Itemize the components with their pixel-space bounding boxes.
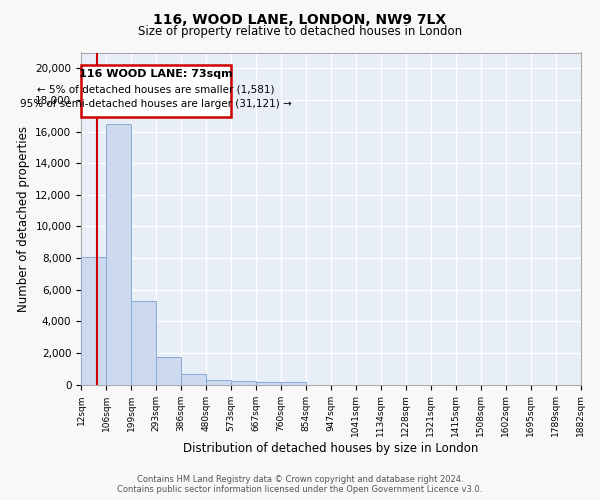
Bar — [256, 382, 281, 384]
X-axis label: Distribution of detached houses by size in London: Distribution of detached houses by size … — [183, 442, 479, 455]
Bar — [81, 256, 106, 384]
Text: ← 5% of detached houses are smaller (1,581): ← 5% of detached houses are smaller (1,5… — [37, 85, 275, 95]
FancyBboxPatch shape — [81, 65, 231, 118]
Bar — [281, 382, 306, 384]
Text: 95% of semi-detached houses are larger (31,121) →: 95% of semi-detached houses are larger (… — [20, 100, 292, 110]
Text: 116 WOOD LANE: 73sqm: 116 WOOD LANE: 73sqm — [79, 70, 233, 80]
Bar — [131, 301, 156, 384]
Bar — [231, 381, 256, 384]
Text: Size of property relative to detached houses in London: Size of property relative to detached ho… — [138, 25, 462, 38]
Bar — [181, 374, 206, 384]
Text: 116, WOOD LANE, LONDON, NW9 7LX: 116, WOOD LANE, LONDON, NW9 7LX — [154, 12, 446, 26]
Bar — [206, 380, 231, 384]
Bar — [106, 124, 131, 384]
Y-axis label: Number of detached properties: Number of detached properties — [17, 126, 30, 312]
Bar — [156, 357, 181, 384]
Text: Contains HM Land Registry data © Crown copyright and database right 2024.
Contai: Contains HM Land Registry data © Crown c… — [118, 474, 482, 494]
